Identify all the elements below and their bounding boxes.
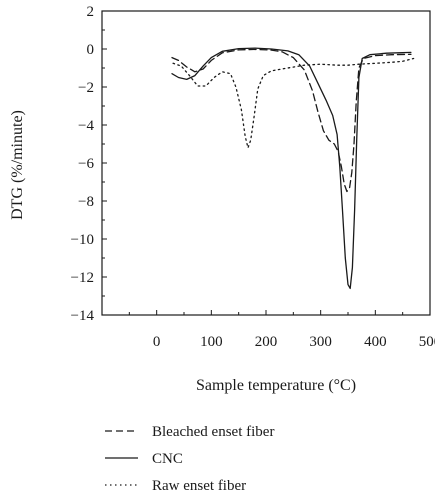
- x-tick-label: 300: [309, 334, 332, 350]
- y-tick-label: −14: [71, 308, 95, 324]
- y-tick-label: −2: [78, 80, 94, 96]
- x-axis-title: Sample temperature (°C): [196, 377, 356, 394]
- x-tick-label: 200: [255, 334, 278, 350]
- y-tick-label: −6: [78, 156, 94, 172]
- x-tick-label: 400: [364, 334, 387, 350]
- legend-label: CNC: [152, 451, 183, 467]
- y-tick-label: 0: [87, 42, 95, 58]
- x-tick-label: 100: [200, 334, 223, 350]
- y-tick-label: −4: [78, 118, 94, 134]
- legend-label: Raw enset fiber: [152, 478, 246, 494]
- y-tick-label: −8: [78, 194, 94, 210]
- series-line-bleached-enset-fiber: [171, 48, 412, 193]
- x-tick-label: 0: [153, 334, 161, 350]
- x-tick-label: 500: [419, 334, 435, 350]
- plot-frame: [101, 10, 431, 316]
- y-tick-label: 2: [87, 4, 95, 20]
- y-tick-label: −12: [71, 270, 94, 286]
- y-axis-title: DTG (%/minute): [9, 110, 26, 220]
- y-tick-label: −10: [71, 232, 94, 248]
- series-line-raw-enset-fiber: [172, 57, 415, 149]
- series-line-cnc: [171, 47, 412, 290]
- legend-label: Bleached enset fiber: [152, 424, 274, 440]
